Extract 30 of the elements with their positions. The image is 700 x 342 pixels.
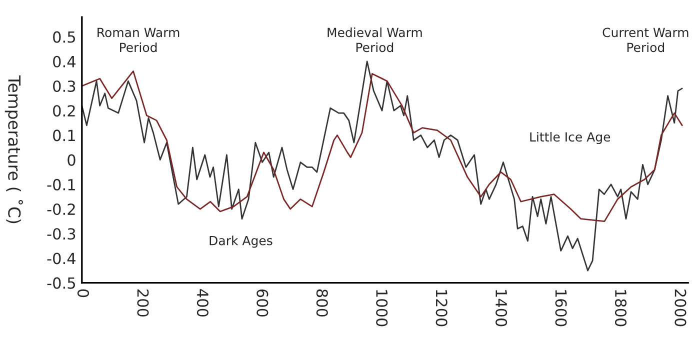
y-tick-label: -0.2 bbox=[47, 203, 75, 216]
y-tick-label: -0.1 bbox=[47, 178, 75, 190]
annotation: Little Ice Age bbox=[530, 132, 610, 144]
y-tick-label: -0.5 bbox=[47, 277, 76, 289]
y-tick-label: 0.5 bbox=[53, 31, 76, 43]
y-tick-label: 0 bbox=[68, 154, 76, 166]
x-tick-label: 1800 bbox=[614, 290, 627, 326]
x-tick-label: 1000 bbox=[376, 290, 388, 326]
x-tick-label: 400 bbox=[196, 289, 208, 317]
x-tick-label: 2000 bbox=[674, 290, 686, 326]
annotation: Roman Warm Period bbox=[98, 28, 180, 52]
y-tick-label: 0.1 bbox=[53, 130, 75, 142]
x-tick-label: 1600 bbox=[555, 290, 567, 326]
x-tick-label: 600 bbox=[256, 289, 268, 317]
x-tick-label: 800 bbox=[316, 289, 328, 317]
y-tick-label: 0.2 bbox=[53, 105, 75, 117]
y-tick-label: -0.3 bbox=[47, 228, 76, 240]
x-tick-label: 0 bbox=[77, 289, 90, 298]
y-tick-label: -0.4 bbox=[47, 252, 76, 264]
annotation: Dark Ages bbox=[210, 236, 272, 248]
y-tick-label: 0.4 bbox=[53, 56, 76, 68]
line-series bbox=[82, 70, 683, 222]
y-axis-title: Temperature ( ˚C) bbox=[4, 75, 23, 224]
y-tick-label: 0.3 bbox=[53, 80, 76, 92]
annotation: Medieval Warm Period bbox=[328, 27, 422, 52]
x-tick-label: 1400 bbox=[496, 290, 508, 326]
x-tick-label: 1200 bbox=[436, 290, 448, 326]
line-series bbox=[82, 60, 683, 272]
annotation: Current Warm Period bbox=[602, 28, 688, 52]
x-tick-label: 200 bbox=[137, 290, 149, 317]
